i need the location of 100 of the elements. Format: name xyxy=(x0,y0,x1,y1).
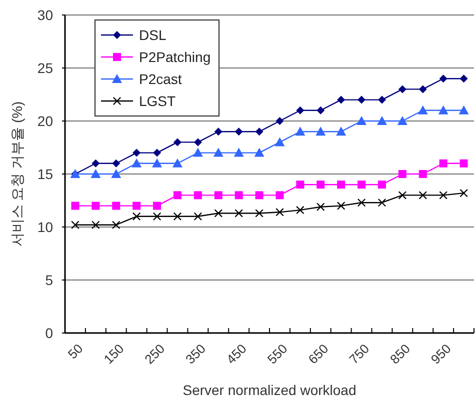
point xyxy=(92,220,100,229)
point xyxy=(112,220,120,229)
point xyxy=(296,180,304,189)
point xyxy=(153,202,162,210)
point xyxy=(358,96,366,104)
point xyxy=(132,202,141,210)
y-tick-label: 15 xyxy=(37,166,54,182)
point xyxy=(173,138,182,146)
point xyxy=(458,105,469,114)
legend-label: LGST xyxy=(139,92,176,109)
point xyxy=(173,212,182,220)
point xyxy=(418,105,428,114)
x-tick-label: 350 xyxy=(182,340,208,367)
point xyxy=(460,189,468,198)
point xyxy=(438,105,448,114)
point xyxy=(295,126,306,136)
x-tick-label: 50 xyxy=(64,340,86,362)
point xyxy=(358,180,366,189)
y-axis-title: 서비스 요청 거부율 (%) xyxy=(9,101,25,247)
point xyxy=(92,159,100,168)
point xyxy=(337,180,346,189)
point xyxy=(132,148,141,157)
point xyxy=(316,126,326,136)
x-tick-label: 850 xyxy=(387,340,413,367)
point xyxy=(234,191,243,200)
point xyxy=(90,169,101,178)
point xyxy=(152,158,162,168)
point xyxy=(376,116,387,125)
x-tick-label: 150 xyxy=(100,340,127,367)
y-tick-label: 30 xyxy=(37,6,54,23)
point xyxy=(255,191,264,200)
point xyxy=(234,148,244,157)
x-tick-label: 450 xyxy=(223,340,250,367)
point xyxy=(132,158,142,168)
point xyxy=(194,212,202,220)
point xyxy=(460,74,468,83)
point xyxy=(214,209,222,218)
point xyxy=(274,137,285,146)
point xyxy=(112,202,120,210)
point xyxy=(418,191,427,200)
point xyxy=(439,159,448,168)
point xyxy=(378,96,386,104)
point xyxy=(337,96,346,104)
x-tick-label: 750 xyxy=(346,340,372,367)
y-tick-label: 5 xyxy=(45,272,54,288)
point xyxy=(378,198,386,207)
point xyxy=(172,158,182,168)
point xyxy=(213,148,224,157)
point xyxy=(276,191,284,200)
point xyxy=(397,116,408,125)
point xyxy=(92,202,100,210)
point xyxy=(296,106,304,114)
point xyxy=(316,202,325,211)
point xyxy=(460,159,468,168)
y-tick-label: 20 xyxy=(37,112,54,129)
point xyxy=(173,191,182,200)
point xyxy=(214,128,222,136)
point xyxy=(71,220,80,229)
y-tick-label: 0 xyxy=(45,324,54,341)
point xyxy=(316,180,325,189)
point xyxy=(398,191,406,200)
point xyxy=(255,128,264,136)
legend-label: DSL xyxy=(139,26,166,43)
point xyxy=(276,117,284,125)
x-tick-label: 950 xyxy=(428,340,454,367)
point xyxy=(153,148,162,157)
point xyxy=(194,191,202,200)
point xyxy=(337,202,346,210)
point xyxy=(153,212,162,220)
point xyxy=(418,85,427,94)
point xyxy=(214,191,222,200)
point xyxy=(194,138,202,146)
point xyxy=(112,159,120,168)
point xyxy=(316,106,325,114)
x-tick-label: 650 xyxy=(305,340,332,367)
point xyxy=(296,206,304,214)
point xyxy=(132,212,141,220)
x-tick-label: 250 xyxy=(142,340,168,367)
point xyxy=(234,209,243,218)
point xyxy=(398,85,406,94)
point xyxy=(358,198,366,207)
point xyxy=(111,169,122,178)
point xyxy=(336,126,346,136)
point xyxy=(255,209,264,218)
x-axis-title: Server normalized workload xyxy=(182,382,356,398)
point xyxy=(418,170,427,178)
legend-label: P2Patching xyxy=(139,48,211,65)
point xyxy=(192,148,203,157)
y-tick-label: 10 xyxy=(37,218,54,235)
point xyxy=(254,148,264,157)
legend-label: P2cast xyxy=(139,70,182,87)
point xyxy=(398,170,406,178)
point xyxy=(378,180,386,189)
point xyxy=(71,202,80,210)
point xyxy=(276,208,284,216)
point xyxy=(356,116,367,125)
y-tick-label: 25 xyxy=(37,60,54,76)
point xyxy=(439,191,448,200)
x-tick-label: 550 xyxy=(264,340,290,367)
point xyxy=(234,128,243,136)
